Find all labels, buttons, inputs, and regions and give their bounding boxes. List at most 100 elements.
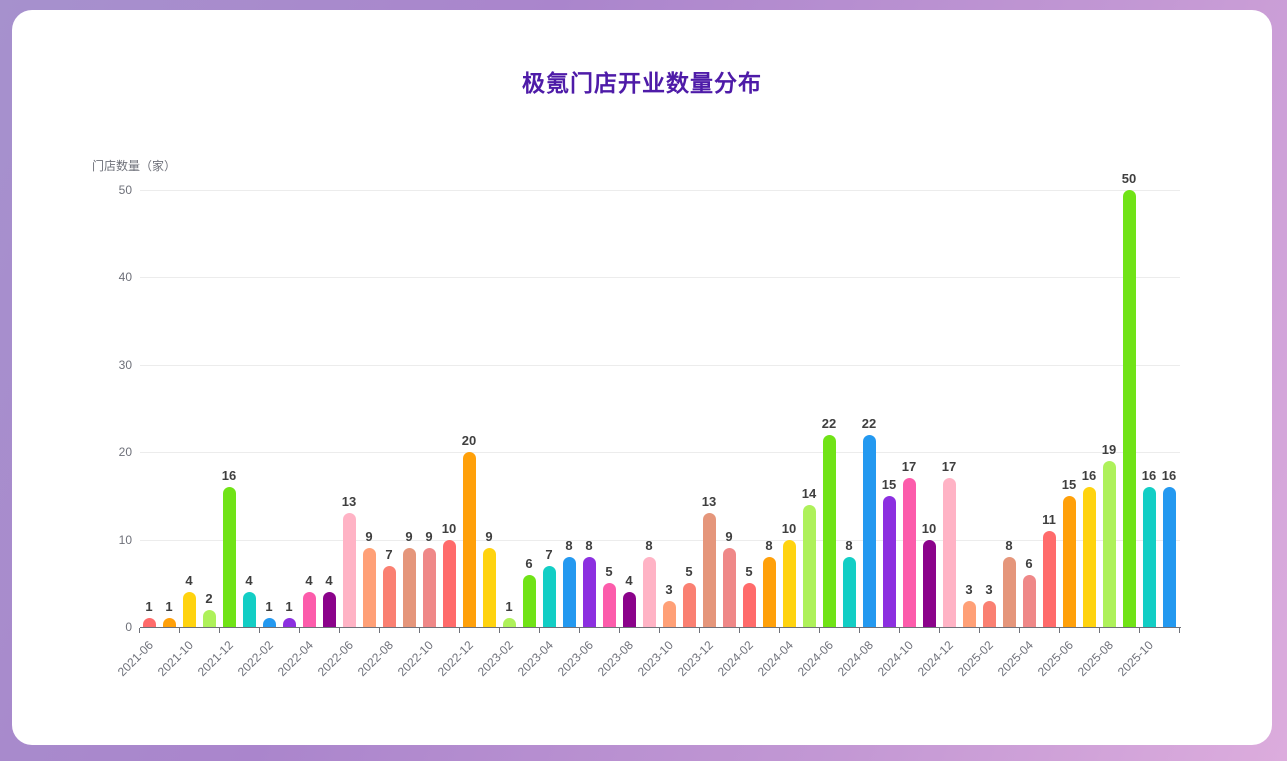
- bar-2023-07[interactable]: [602, 583, 616, 627]
- x-axis-label: 2025-10: [1114, 638, 1156, 680]
- bar-2025-02[interactable]: [982, 600, 996, 627]
- x-axis-label: 2023-08: [594, 638, 636, 680]
- bar-value-label: 14: [801, 485, 817, 501]
- bar-2023-10[interactable]: [662, 600, 676, 627]
- x-axis-label: 2022-04: [274, 638, 316, 680]
- x-axis-tick: [379, 628, 380, 633]
- bar-2022-06[interactable]: [342, 513, 356, 627]
- x-axis-tick: [1019, 628, 1020, 633]
- bar-value-label: 8: [765, 538, 773, 554]
- bar-value-label: 1: [145, 599, 153, 615]
- bar-2023-11[interactable]: [682, 583, 696, 627]
- x-axis-tick: [259, 628, 260, 633]
- bar-value-label: 22: [861, 415, 877, 431]
- bar-value-label: 16: [1141, 468, 1157, 484]
- bar-2022-02[interactable]: [262, 618, 276, 627]
- x-axis-tick: [1099, 628, 1100, 633]
- bar-value-label: 17: [901, 459, 917, 475]
- bar-2024-08[interactable]: [862, 434, 876, 627]
- bar-2023-03[interactable]: [522, 574, 536, 627]
- x-axis-tick: [979, 628, 980, 633]
- bar-2023-04[interactable]: [542, 565, 556, 627]
- bar-2025-01[interactable]: [962, 600, 976, 627]
- bar-2024-10[interactable]: [902, 478, 916, 627]
- y-axis-tick-label: 0: [125, 620, 132, 634]
- x-axis-label: 2025-02: [954, 638, 996, 680]
- bar-2022-09[interactable]: [402, 548, 416, 627]
- bar-2021-11[interactable]: [202, 609, 216, 627]
- bar-2024-01[interactable]: [722, 548, 736, 627]
- bar-value-label: 1: [265, 599, 273, 615]
- bar-2025-09[interactable]: [1122, 190, 1136, 627]
- bar-value-label: 3: [985, 581, 993, 597]
- x-axis-label: 2022-02: [234, 638, 276, 680]
- x-axis-tick: [419, 628, 420, 633]
- bar-2021-06[interactable]: [142, 618, 156, 627]
- bar-2022-01[interactable]: [242, 592, 256, 627]
- bar-2023-09[interactable]: [642, 557, 656, 627]
- x-axis-tick: [499, 628, 500, 633]
- bar-2023-02[interactable]: [502, 618, 516, 627]
- bar-2023-01[interactable]: [482, 548, 496, 627]
- bar-2024-02[interactable]: [742, 583, 756, 627]
- bar-2022-04[interactable]: [302, 592, 316, 627]
- x-axis-label: 2024-02: [714, 638, 756, 680]
- bar-2024-09[interactable]: [882, 495, 896, 627]
- bar-value-label: 8: [565, 538, 573, 554]
- x-axis-tick: [139, 628, 140, 633]
- x-axis-tick: [819, 628, 820, 633]
- x-axis-label: 2023-06: [554, 638, 596, 680]
- bar-2022-11[interactable]: [442, 539, 456, 627]
- bar-2024-06[interactable]: [822, 434, 836, 627]
- bar-2024-12[interactable]: [942, 478, 956, 627]
- x-axis-tick: [579, 628, 580, 633]
- bar-value-label: 15: [881, 476, 897, 492]
- bar-2022-10[interactable]: [422, 548, 436, 627]
- bar-2025-07[interactable]: [1082, 487, 1096, 627]
- bar-2024-03[interactable]: [762, 557, 776, 627]
- bar-2025-11[interactable]: [1162, 487, 1176, 627]
- x-axis-label: 2025-06: [1034, 638, 1076, 680]
- bar-2025-05[interactable]: [1042, 530, 1056, 627]
- bar-2021-10[interactable]: [182, 592, 196, 627]
- bar-2023-05[interactable]: [562, 557, 576, 627]
- bar-2023-06[interactable]: [582, 557, 596, 627]
- bar-2024-07[interactable]: [842, 557, 856, 627]
- x-axis-tick: [779, 628, 780, 633]
- bar-value-label: 9: [425, 529, 433, 545]
- bar-2022-03[interactable]: [282, 618, 296, 627]
- bar-2022-07[interactable]: [362, 548, 376, 627]
- x-axis-tick: [659, 628, 660, 633]
- x-axis-tick: [1059, 628, 1060, 633]
- x-axis-labels: 2021-06 2021-10 2021-12 2022-02 2022-04 2022-…: [115, 635, 1180, 695]
- bar-value-label: 9: [485, 529, 493, 545]
- bar-2023-12[interactable]: [702, 513, 716, 627]
- bar-2021-12[interactable]: [222, 487, 236, 627]
- bar-2022-08[interactable]: [382, 565, 396, 627]
- bar-2025-04[interactable]: [1022, 574, 1036, 627]
- bar-2025-06[interactable]: [1062, 495, 1076, 627]
- bar-value-label: 3: [665, 581, 673, 597]
- bar-value-label: 8: [1005, 538, 1013, 554]
- bar-value-label: 6: [525, 555, 533, 571]
- bar-2025-10[interactable]: [1142, 487, 1156, 627]
- bar-2022-05[interactable]: [322, 592, 336, 627]
- bar-2024-04[interactable]: [782, 539, 796, 627]
- bar-2022-12[interactable]: [462, 452, 476, 627]
- bar-value-label: 5: [605, 564, 613, 580]
- x-axis-tick: [859, 628, 860, 633]
- bar-2024-11[interactable]: [922, 539, 936, 627]
- bar-2021-08[interactable]: [162, 618, 176, 627]
- x-axis-label: 2022-10: [394, 638, 436, 680]
- bar-2024-05[interactable]: [802, 504, 816, 627]
- x-axis-label: 2023-02: [474, 638, 516, 680]
- bar-value-label: 17: [941, 459, 957, 475]
- bar-2025-08[interactable]: [1102, 460, 1116, 627]
- gridline: [140, 277, 1180, 279]
- bar-2023-08[interactable]: [622, 592, 636, 627]
- x-axis-tick: [699, 628, 700, 633]
- bar-2025-03[interactable]: [1002, 557, 1016, 627]
- x-axis-tick: [539, 628, 540, 633]
- bar-value-label: 4: [305, 573, 313, 589]
